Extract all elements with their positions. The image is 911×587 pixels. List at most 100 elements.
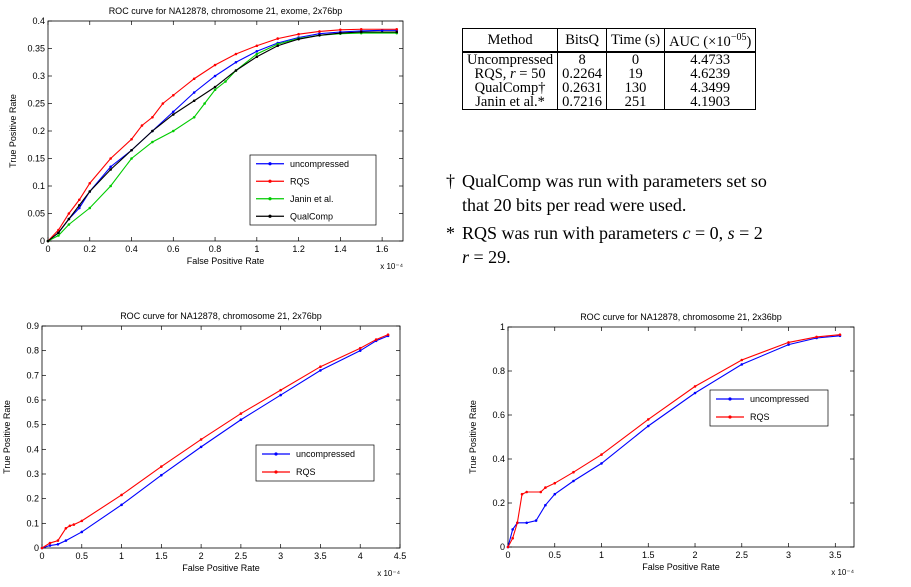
data-point [109, 157, 112, 160]
y-tick-label: 0.2 [32, 126, 45, 136]
y-tick-label: 0.5 [26, 420, 39, 430]
x-multiplier: x 10⁻⁴ [831, 568, 854, 577]
data-point [318, 30, 321, 33]
footnote-dagger-cont: that 20 bits per read were used. [446, 194, 686, 216]
legend-marker [728, 415, 731, 418]
x-tick-label: 1 [119, 551, 124, 561]
data-point [109, 185, 112, 188]
data-point [375, 338, 378, 341]
y-tick-label: 0.6 [492, 410, 505, 420]
x-tick-label: 3.5 [314, 551, 327, 561]
legend: uncompressed RQS [256, 445, 374, 481]
footnote-star-mark: * [446, 222, 462, 244]
x-tick-label: 0.4 [125, 244, 138, 254]
x-tick-label: 2.5 [736, 550, 749, 560]
x-tick-label: 2.5 [235, 551, 248, 561]
legend: uncompressed RQS [710, 390, 828, 426]
data-point [214, 88, 217, 91]
data-point [130, 138, 133, 141]
data-point [193, 77, 196, 80]
col-header-bitsq: BitsQ [558, 29, 607, 52]
data-point [256, 55, 259, 58]
footnote-dagger-line2: that 20 bits per read were used. [446, 195, 686, 215]
footnote-star-line1: RQS was run with parameters c = 0, s = 2 [462, 223, 763, 243]
x-axis-label: False Positive Rate [642, 562, 720, 572]
series-uncompressed [507, 335, 842, 549]
data-point [224, 80, 227, 83]
data-point [276, 44, 279, 47]
y-tick-label: 0 [34, 543, 39, 553]
data-point [539, 491, 542, 494]
chart-title: ROC curve for NA12878, chromosome 21, 2x… [580, 312, 782, 322]
y-tick-label: 0.6 [26, 395, 39, 405]
data-point [203, 102, 206, 105]
col-header-auc: AUC (×10−05) [665, 29, 756, 52]
x-tick-label: 4.5 [394, 551, 407, 561]
cell-bitsq: 8 [558, 52, 607, 67]
table-row: QualComp† 0.2631 130 4.3499 [463, 81, 756, 95]
data-point [78, 204, 81, 207]
data-point [193, 99, 196, 102]
x-tick-label: 0.2 [84, 244, 97, 254]
data-point [214, 75, 217, 78]
cell-bitsq: 0.7216 [558, 95, 607, 110]
data-point [600, 462, 603, 465]
cell-auc: 4.6239 [665, 67, 756, 81]
series-rqs [507, 333, 842, 548]
y-tick-label: 1 [500, 322, 505, 332]
x-multiplier: x 10⁻⁴ [377, 569, 400, 578]
data-point [360, 28, 363, 31]
footnote-star-cont: r = 29. [446, 246, 511, 268]
data-point [553, 493, 556, 496]
cell-auc: 4.1903 [665, 95, 756, 110]
table-row: Janin et al.* 0.7216 251 4.1903 [463, 95, 756, 110]
y-tick-label: 0.3 [32, 71, 45, 81]
x-tick-label: 1.4 [334, 244, 347, 254]
cell-bitsq: 0.2264 [558, 67, 607, 81]
data-point [49, 542, 52, 545]
data-point [235, 69, 238, 72]
x-tick-label: 3.5 [829, 550, 842, 560]
plot-frame [508, 327, 854, 547]
x-axis-label: False Positive Rate [182, 563, 260, 573]
data-point [279, 394, 282, 397]
x-tick-label: 2 [199, 551, 204, 561]
x-tick-label: 0 [45, 244, 50, 254]
data-point [516, 522, 519, 525]
data-point [214, 64, 217, 67]
x-tick-label: 0.5 [76, 551, 89, 561]
series-line [42, 335, 388, 548]
data-point [387, 333, 390, 336]
data-point [297, 38, 300, 41]
data-point [57, 234, 60, 237]
cell-method: QualComp† [463, 81, 558, 95]
x-tick-label: 3 [786, 550, 791, 560]
x-tick-label: 1 [254, 244, 259, 254]
legend-marker [274, 470, 277, 473]
data-point [214, 86, 217, 89]
legend-label: RQS [296, 467, 316, 477]
data-point [740, 363, 743, 366]
data-point [130, 157, 133, 160]
legend-label: uncompressed [750, 394, 809, 404]
footnote-dagger-mark: † [446, 170, 462, 192]
data-point [172, 110, 175, 113]
x-tick-label: 3 [278, 551, 283, 561]
data-point [78, 198, 81, 201]
data-point [68, 212, 71, 215]
data-point [319, 365, 322, 368]
data-point [544, 504, 547, 507]
footnote-star-line2: r = 29. [446, 247, 511, 267]
data-point [572, 480, 575, 483]
data-point [787, 341, 790, 344]
data-point [160, 474, 163, 477]
data-point [65, 539, 68, 542]
footnote-star: * RQS was run with parameters c = 0, s = … [446, 222, 763, 244]
x-tick-label: 0.5 [548, 550, 561, 560]
data-point [359, 349, 362, 352]
data-point [815, 336, 818, 339]
data-point [525, 491, 528, 494]
y-tick-label: 0.4 [492, 454, 505, 464]
data-point [319, 369, 322, 372]
data-point [647, 418, 650, 421]
